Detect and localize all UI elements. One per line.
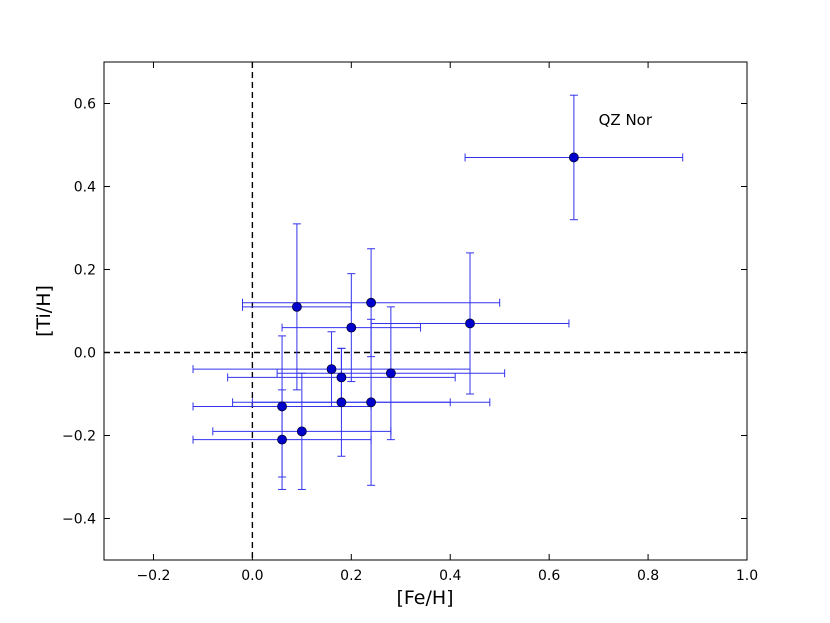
y-tick-label: −0.2: [62, 429, 96, 445]
y-tick-label: 0.4: [74, 180, 96, 196]
data-point: [277, 434, 287, 445]
y-axis-label: [Ti/H]: [33, 285, 55, 337]
x-tick-label: 1.0: [736, 568, 758, 584]
data-point: [465, 318, 475, 329]
data-point: [336, 397, 347, 408]
data-point: [336, 372, 347, 383]
y-tick-label: 0.0: [74, 346, 96, 362]
annotation-label: QZ Nor: [599, 111, 653, 129]
data-point: [346, 322, 357, 333]
data-point: [326, 364, 337, 375]
x-tick-label: 0.2: [340, 568, 362, 584]
x-tick-label: 0.6: [538, 568, 560, 584]
y-tick-label: 0.6: [74, 97, 96, 113]
plot-frame: [103, 61, 748, 561]
data-point: [296, 426, 307, 437]
x-tick-label: −0.2: [136, 568, 170, 584]
data-point: [385, 368, 396, 379]
data-point: [277, 401, 287, 412]
plot-background: [104, 62, 747, 560]
y-tick-label: 0.2: [74, 263, 96, 279]
data-point: [568, 152, 579, 163]
data-point: [291, 301, 302, 312]
x-tick-label: 0.0: [241, 568, 263, 584]
data-point: [366, 397, 376, 408]
x-tick-label: 0.4: [439, 568, 461, 584]
x-axis-label: [Fe/H]: [396, 587, 453, 609]
data-point: [366, 297, 376, 308]
x-tick-label: 0.8: [637, 568, 659, 584]
y-tick-label: −0.4: [62, 512, 96, 528]
